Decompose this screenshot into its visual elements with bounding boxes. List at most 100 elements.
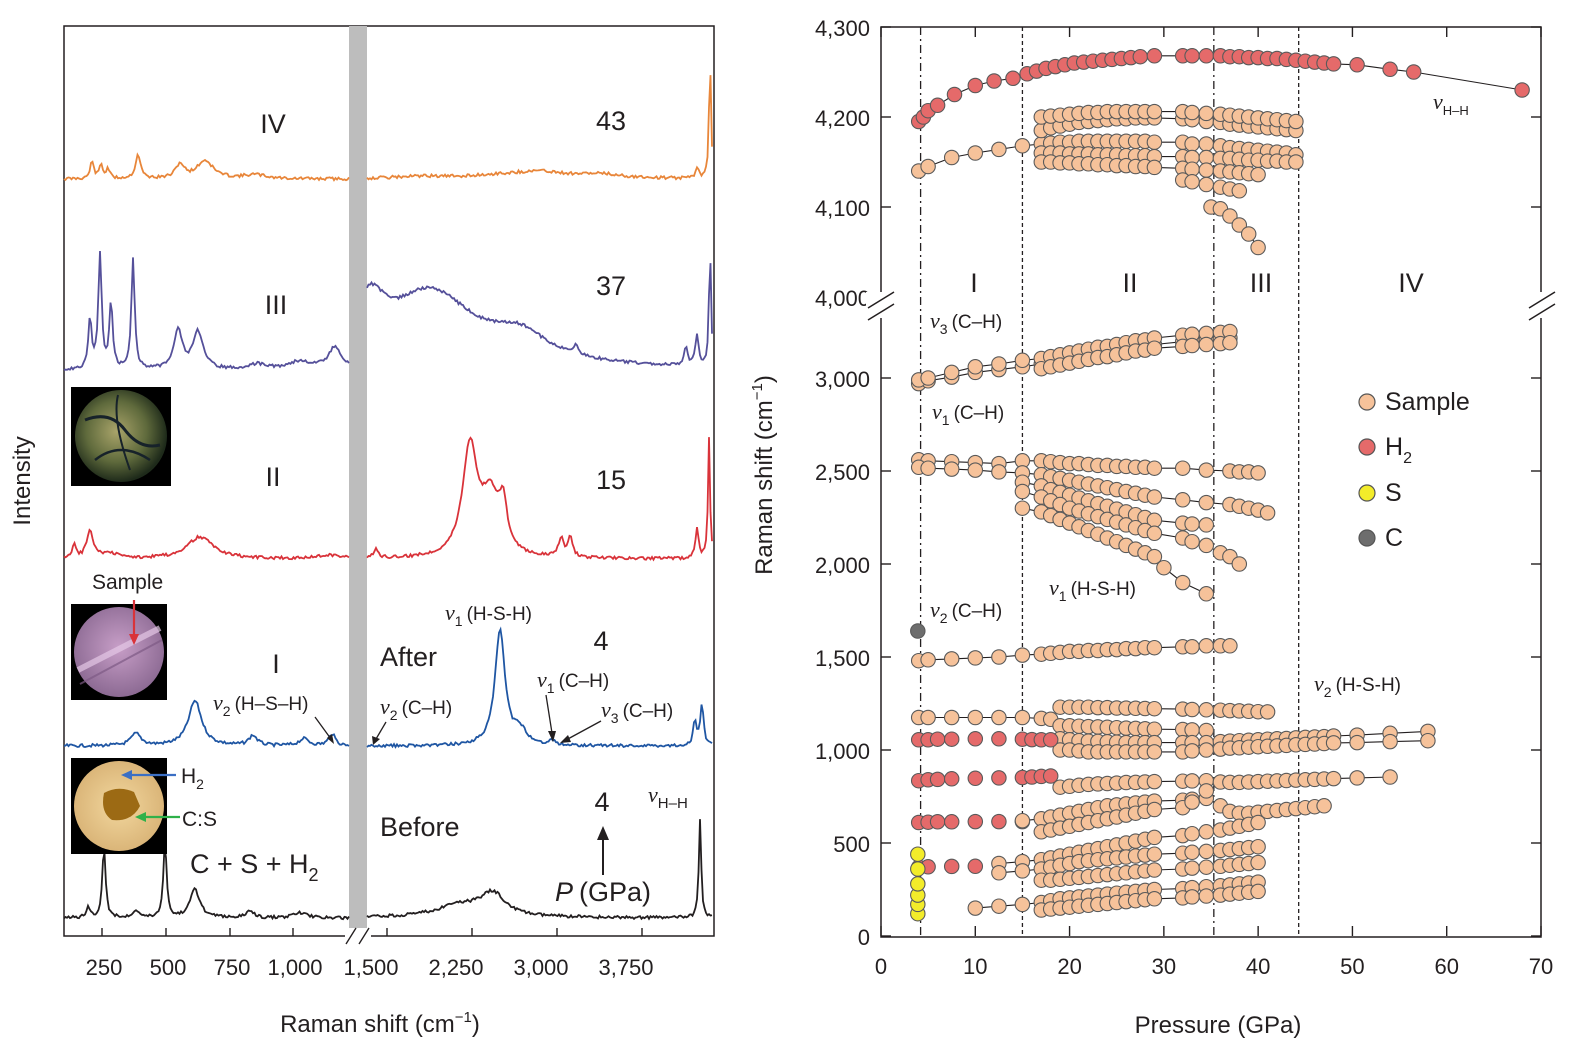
point-sample (1198, 586, 1215, 602)
point-sample (967, 650, 984, 666)
nu-index: 1 (455, 613, 463, 629)
point-sample (991, 865, 1007, 881)
point-h2 (929, 771, 946, 788)
trace-pressure-37: 37 (596, 271, 626, 301)
mixture-sub: 2 (309, 865, 319, 885)
right-frame (880, 26, 1542, 938)
point-h2 (1042, 732, 1059, 748)
point-sample (1146, 134, 1163, 150)
left-x-tick-label: 750 (214, 955, 251, 980)
v1-hsh-label: ν1 (H-S-H) (445, 600, 532, 629)
spectrum-trace-1-low (63, 250, 350, 372)
break-band (349, 26, 367, 936)
x-tick-label: 30 (1152, 954, 1176, 979)
point-sample (920, 709, 936, 726)
point-sample (1231, 183, 1248, 199)
v2-ch-label-left: ν2 (C–H) (380, 694, 452, 723)
inset-phase-i-micrograph (71, 600, 167, 700)
point-sample (1198, 783, 1215, 799)
point-sample (1222, 334, 1238, 351)
point-sample (1250, 854, 1266, 871)
y-tick-label: 4,100 (815, 196, 870, 221)
v3-ch-text-left: (C–H) (623, 701, 674, 722)
point-sample (943, 149, 960, 166)
v2-hsh-text: (H–S–H) (235, 694, 309, 715)
v2-hsh-right-label: ν2 (H-S-H) (1314, 671, 1401, 700)
right-axis-break (866, 291, 1557, 321)
left-axis-break (345, 927, 371, 945)
v1-ch-arrow (545, 694, 553, 734)
point-sample (1198, 162, 1215, 178)
point-h2 (967, 770, 984, 787)
point-sample (967, 900, 984, 916)
legend-label-h2: H2 (1385, 433, 1412, 467)
point-sample (1222, 638, 1238, 654)
inset-before-micrograph (71, 758, 180, 854)
y-tick-label: 1,000 (815, 739, 870, 764)
pressure-shift-panel: 0 10 20 30 40 50 60 70 0 500 1,000 1,500 2,000 2,500 3… (749, 16, 1557, 1039)
point-sample (943, 364, 960, 381)
point-sample (1146, 548, 1163, 565)
v2-hsh-arrowhead (327, 734, 334, 744)
point-sample (1198, 517, 1215, 533)
vhh-label-left: νH–H (648, 782, 688, 812)
point-sample (1174, 574, 1191, 591)
point-sample (1325, 735, 1342, 751)
v3-ch-label: ν3 (C–H) (930, 308, 1002, 337)
phase-label-ii: II (1122, 268, 1137, 298)
legend-h2-text: H (1385, 433, 1403, 461)
nu-symbol: ν (930, 597, 940, 622)
inset-phase-ii-micrograph (71, 387, 171, 486)
point-sample (1146, 744, 1163, 760)
point-sample (1198, 824, 1215, 840)
point-sample (991, 356, 1007, 372)
point-sample (1156, 559, 1172, 576)
v2-hsh-right-text: (H-S-H) (1336, 675, 1401, 696)
y-tick-label: 0 (858, 925, 870, 950)
point-sample (1184, 337, 1200, 354)
right-axes: 0 10 20 30 40 50 60 70 0 500 1,000 1,500 2,000 2,500 3… (815, 16, 1553, 979)
v1-ch-text: (C–H) (954, 403, 1005, 424)
point-sample (1014, 647, 1031, 663)
v3-ch-text: (C–H) (952, 312, 1003, 333)
right-ylabel-sup: −1 (749, 383, 766, 400)
point-s (910, 846, 926, 862)
point-sample (1184, 844, 1200, 861)
point-s (910, 861, 926, 877)
point-sample (1146, 340, 1163, 356)
v2-hsh-arrow (314, 716, 332, 740)
left-ylabel: Intensity (9, 436, 36, 525)
point-sample (1420, 732, 1436, 749)
x-tick-label: 70 (1529, 954, 1553, 979)
nu-symbol: ν (1314, 671, 1324, 696)
trace-phase-iii: III (265, 290, 288, 320)
point-sample (1382, 769, 1398, 785)
point-h2 (1405, 64, 1422, 80)
trace-phase-ii: II (265, 462, 280, 492)
point-h2 (943, 814, 960, 830)
point-sample (1014, 138, 1031, 154)
v1-hsh-text: (H-S-H) (467, 604, 532, 625)
point-sample (1382, 733, 1398, 750)
point-h2 (991, 731, 1007, 747)
point-sample (991, 464, 1007, 480)
point-sample (1146, 801, 1163, 818)
right-ylabel-end: ) (751, 375, 778, 383)
point-sample (1146, 829, 1163, 846)
point-sample (1184, 825, 1200, 842)
x-tick-label: 20 (1057, 954, 1081, 979)
x-tick-label: 60 (1434, 954, 1458, 979)
point-sample (1014, 896, 1031, 913)
point-sample (943, 709, 960, 726)
point-sample (1146, 773, 1163, 790)
point-sample (943, 461, 960, 477)
pressure-unit: (GPa) (579, 877, 651, 907)
y-tick-label: 500 (833, 832, 870, 857)
point-sample (1146, 460, 1163, 476)
h2-inset-sub: 2 (196, 776, 204, 792)
point-sample (1014, 352, 1031, 369)
v3-ch-arrow (565, 720, 602, 741)
vhh-right-sub: H–H (1443, 103, 1469, 118)
legend-marker-c (1358, 529, 1376, 547)
point-sample (1184, 860, 1200, 876)
